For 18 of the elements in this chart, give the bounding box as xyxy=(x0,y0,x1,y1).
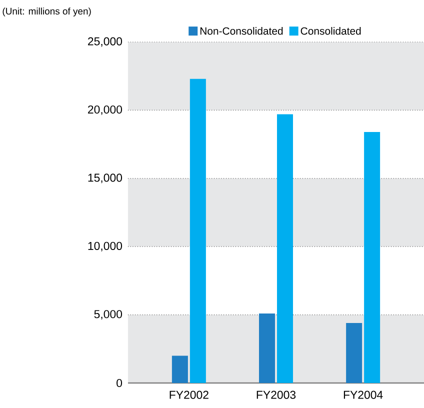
y-tick-label: 5,000 xyxy=(94,310,122,320)
x-tick-label: FY2002 xyxy=(170,390,208,399)
y-tick-label: 25,000 xyxy=(88,37,122,47)
bar xyxy=(190,78,206,383)
bar xyxy=(276,114,293,383)
x-tick-label: FY2003 xyxy=(256,390,296,399)
y-tick-label: 15,000 xyxy=(88,174,122,184)
bar xyxy=(259,313,276,383)
bar xyxy=(346,322,362,383)
y-axis-title: (Unit: millions of yen) xyxy=(2,8,91,16)
x-tick-label: FY2004 xyxy=(344,390,383,399)
y-tick-label: 0 xyxy=(116,378,122,388)
legend-label: Consolidated xyxy=(300,27,361,35)
bar xyxy=(364,132,380,383)
bar xyxy=(172,356,188,383)
y-tick-label: 20,000 xyxy=(88,105,122,115)
legend-label: Non-Consolidated xyxy=(200,27,283,35)
y-tick-label: 10,000 xyxy=(88,242,122,252)
